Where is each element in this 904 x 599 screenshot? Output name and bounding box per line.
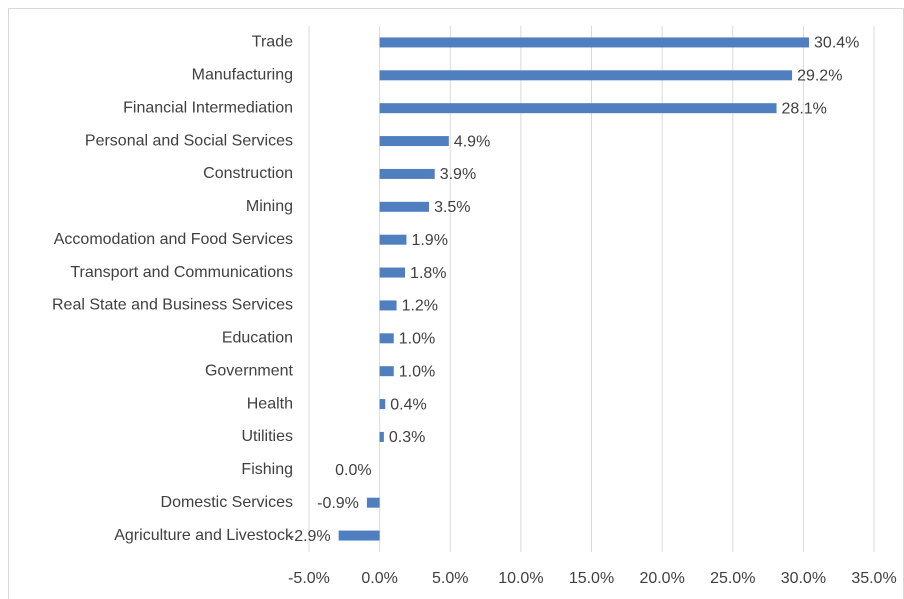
data-label: 3.9% [440,166,476,183]
data-label: 1.8% [410,265,446,282]
data-label: 0.0% [335,462,371,479]
bar [379,431,384,442]
y-tick-label: Domestic Services [161,494,293,511]
data-label: 1.0% [399,363,435,380]
y-tick-label: Accomodation and Food Services [54,231,293,248]
y-tick-label: Government [205,362,294,379]
y-tick-label: Construction [203,165,293,182]
bar [379,234,407,245]
y-tick-label: Fishing [241,461,293,478]
data-label: 30.4% [814,35,859,52]
y-tick-label: Trade [252,34,293,51]
x-tick-label: -5.0% [288,570,330,587]
data-label: 1.2% [402,298,438,315]
bar [379,136,449,147]
bar [379,103,777,114]
data-label: -0.9% [317,495,359,512]
bar [379,37,810,48]
bar [379,70,793,81]
y-tick-label: Personal and Social Services [85,132,293,149]
x-tick-label: 30.0% [781,570,826,587]
x-tick-label: 15.0% [569,570,614,587]
x-tick-label: 10.0% [498,570,543,587]
y-tick-label: Health [247,395,293,412]
x-tick-label: 0.0% [361,570,397,587]
bar [338,530,380,541]
data-label: 29.2% [797,68,842,85]
bar [379,399,386,410]
x-tick-label: 35.0% [851,570,896,587]
bar [379,300,397,311]
data-label: 28.1% [782,100,827,117]
bar [379,168,435,179]
data-label: 0.3% [389,429,425,446]
data-label: 1.0% [399,331,435,348]
data-label: 1.9% [411,232,447,249]
bar [379,201,430,212]
bar [366,497,380,508]
y-tick-label: Transport and Communications [70,264,293,281]
y-tick-label: Mining [246,198,293,215]
bar [379,366,394,377]
bar [379,333,394,344]
y-tick-label: Real State and Business Services [52,297,293,314]
y-tick-label: Financial Intermediation [123,99,293,116]
y-tick-label: Utilities [241,428,293,445]
y-tick-label: Manufacturing [192,67,293,84]
x-tick-label: 20.0% [639,570,684,587]
x-tick-label: 25.0% [710,570,755,587]
data-label: -2.9% [289,528,331,545]
bar [379,267,406,278]
data-label: 4.9% [454,133,490,150]
data-label: 3.5% [434,199,470,216]
data-label: 0.4% [390,396,426,413]
y-tick-label: Education [222,330,293,347]
x-tick-label: 5.0% [432,570,468,587]
y-tick-label: Agriculture and Livestock [114,527,294,544]
